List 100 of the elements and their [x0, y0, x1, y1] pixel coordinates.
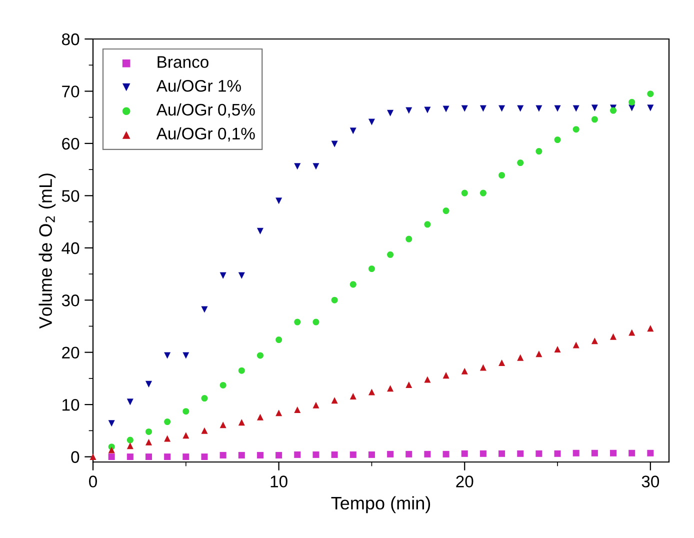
- point: [331, 451, 338, 458]
- point: [442, 208, 450, 214]
- legend-label: Branco: [158, 56, 208, 68]
- point: [554, 346, 561, 352]
- point: [424, 376, 431, 383]
- point: [554, 105, 561, 112]
- point: [480, 450, 486, 457]
- point: [256, 452, 264, 458]
- point: [220, 422, 226, 428]
- point: [536, 148, 542, 155]
- y-tick-label: 60: [62, 138, 80, 150]
- y-tick-label: 70: [62, 86, 80, 98]
- point: [442, 106, 450, 112]
- point: [276, 198, 282, 204]
- point: [256, 228, 264, 234]
- point: [572, 126, 580, 133]
- point: [276, 410, 282, 416]
- point: [387, 251, 394, 258]
- point: [182, 432, 190, 439]
- point: [164, 454, 171, 460]
- point: [238, 367, 245, 374]
- point: [220, 382, 226, 388]
- point: [536, 350, 542, 358]
- point: [461, 190, 468, 196]
- point: [424, 106, 431, 114]
- point: [201, 454, 208, 460]
- point: [256, 414, 264, 420]
- point: [145, 438, 152, 446]
- point: [108, 446, 115, 454]
- point: [238, 452, 245, 458]
- y-tick-label: 20: [62, 346, 80, 359]
- point: [536, 105, 542, 112]
- point: [256, 352, 264, 359]
- point: [387, 110, 394, 116]
- point: [368, 118, 375, 126]
- x-tick-label: 20: [456, 476, 474, 488]
- point: [498, 450, 506, 457]
- point: [164, 418, 171, 426]
- point: [480, 364, 486, 371]
- point: [536, 450, 542, 457]
- point: [591, 116, 598, 123]
- point: [442, 450, 450, 458]
- point: [517, 160, 524, 166]
- point: [368, 388, 375, 396]
- point: [406, 450, 412, 458]
- point: [424, 450, 431, 458]
- point: [461, 450, 468, 457]
- point: [182, 352, 190, 359]
- point: [276, 336, 282, 344]
- point: [591, 104, 598, 112]
- point: [108, 420, 115, 427]
- y-tick-label: 40: [62, 242, 80, 254]
- point: [182, 454, 190, 460]
- point: [368, 451, 375, 458]
- point: [628, 450, 636, 456]
- y-tick-label: 10: [62, 398, 80, 411]
- point: [331, 397, 338, 404]
- point: [312, 318, 320, 326]
- point: [424, 221, 431, 228]
- point: [294, 163, 301, 170]
- point: [517, 354, 524, 361]
- x-tick-label: 30: [642, 476, 660, 488]
- point: [572, 105, 580, 112]
- point: [480, 190, 486, 196]
- point: [647, 90, 654, 98]
- point: [294, 318, 301, 326]
- y-tick-label: 80: [62, 33, 80, 46]
- point: [201, 306, 208, 313]
- point: [312, 451, 320, 458]
- y-tick-label: 50: [62, 190, 80, 202]
- y-tick-label: 30: [62, 294, 80, 306]
- point: [610, 333, 617, 340]
- point: [350, 128, 356, 134]
- point: [498, 172, 506, 179]
- point: [126, 454, 134, 460]
- point: [201, 427, 208, 434]
- point: [647, 450, 654, 456]
- point: [220, 272, 226, 279]
- point: [108, 454, 115, 460]
- point: [145, 428, 152, 435]
- point: [182, 408, 190, 415]
- point: [90, 454, 96, 460]
- point: [294, 451, 301, 458]
- point: [628, 329, 636, 336]
- point: [517, 105, 524, 112]
- point: [201, 395, 208, 402]
- x-tick-label: 10: [270, 476, 288, 488]
- point: [164, 435, 171, 442]
- point: [387, 385, 394, 392]
- point: [572, 450, 580, 456]
- legend-label: Au/OGr 1%: [156, 80, 241, 92]
- point: [145, 454, 152, 460]
- point: [126, 436, 134, 444]
- point: [368, 266, 375, 272]
- point: [238, 272, 245, 279]
- point: [238, 419, 245, 426]
- point: [406, 381, 412, 388]
- legend-label: Au/OGr 0,1%: [156, 127, 255, 142]
- point: [220, 452, 226, 458]
- point: [610, 450, 617, 456]
